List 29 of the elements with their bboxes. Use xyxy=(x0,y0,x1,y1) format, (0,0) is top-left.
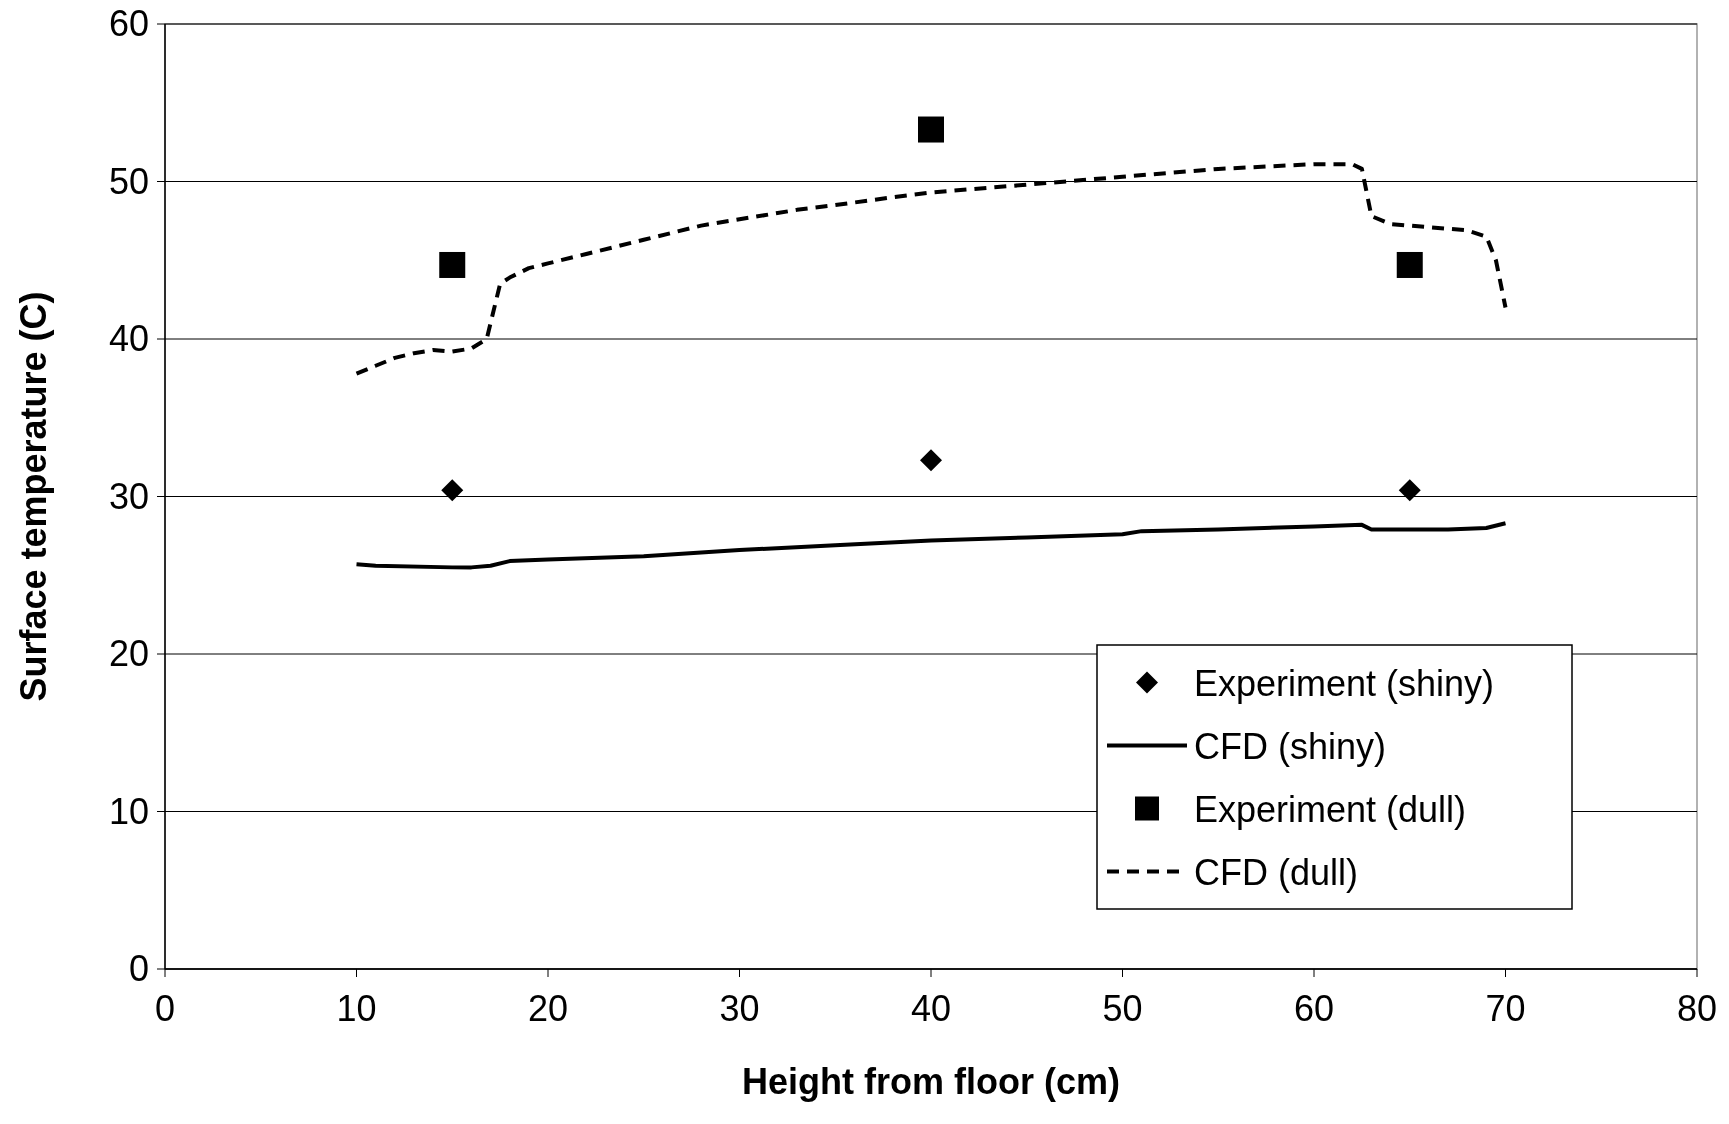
point xyxy=(1396,251,1423,278)
x-tick-label: 60 xyxy=(1293,988,1335,1029)
point xyxy=(920,449,942,472)
x-tick-label: 30 xyxy=(719,988,760,1029)
x-axis-title: Height from floor (cm) xyxy=(742,1061,1120,1102)
y-tick-label: 40 xyxy=(108,318,149,359)
y-tick-label: 30 xyxy=(108,475,149,517)
y-axis-title: Surface temperature (C) xyxy=(13,291,54,702)
y-tick-label: 20 xyxy=(108,633,149,674)
legend-label: Experiment (shiny) xyxy=(1194,662,1495,704)
x-tick-label: 80 xyxy=(1676,988,1718,1029)
y-tick-label: 50 xyxy=(108,160,149,202)
y-tick-label: 0 xyxy=(128,948,149,989)
x-tick-label: 10 xyxy=(336,988,377,1029)
x-tick-label: 0 xyxy=(154,988,176,1029)
legend-label: CFD (dull) xyxy=(1194,851,1359,893)
x-tick-label: 40 xyxy=(910,988,952,1029)
y-tick-label: 60 xyxy=(108,3,149,44)
x-tick-label: 50 xyxy=(1102,988,1143,1029)
point xyxy=(918,116,944,143)
point xyxy=(439,251,466,278)
legend-label: Experiment (dull) xyxy=(1194,788,1467,830)
point xyxy=(1398,479,1421,502)
x-tick-label: 20 xyxy=(527,988,569,1029)
legend-label: CFD (shiny) xyxy=(1194,725,1387,767)
x-tick-label: 70 xyxy=(1485,988,1526,1029)
line-series xyxy=(354,521,1508,570)
point xyxy=(441,479,464,502)
y-tick-label: 10 xyxy=(108,790,149,832)
